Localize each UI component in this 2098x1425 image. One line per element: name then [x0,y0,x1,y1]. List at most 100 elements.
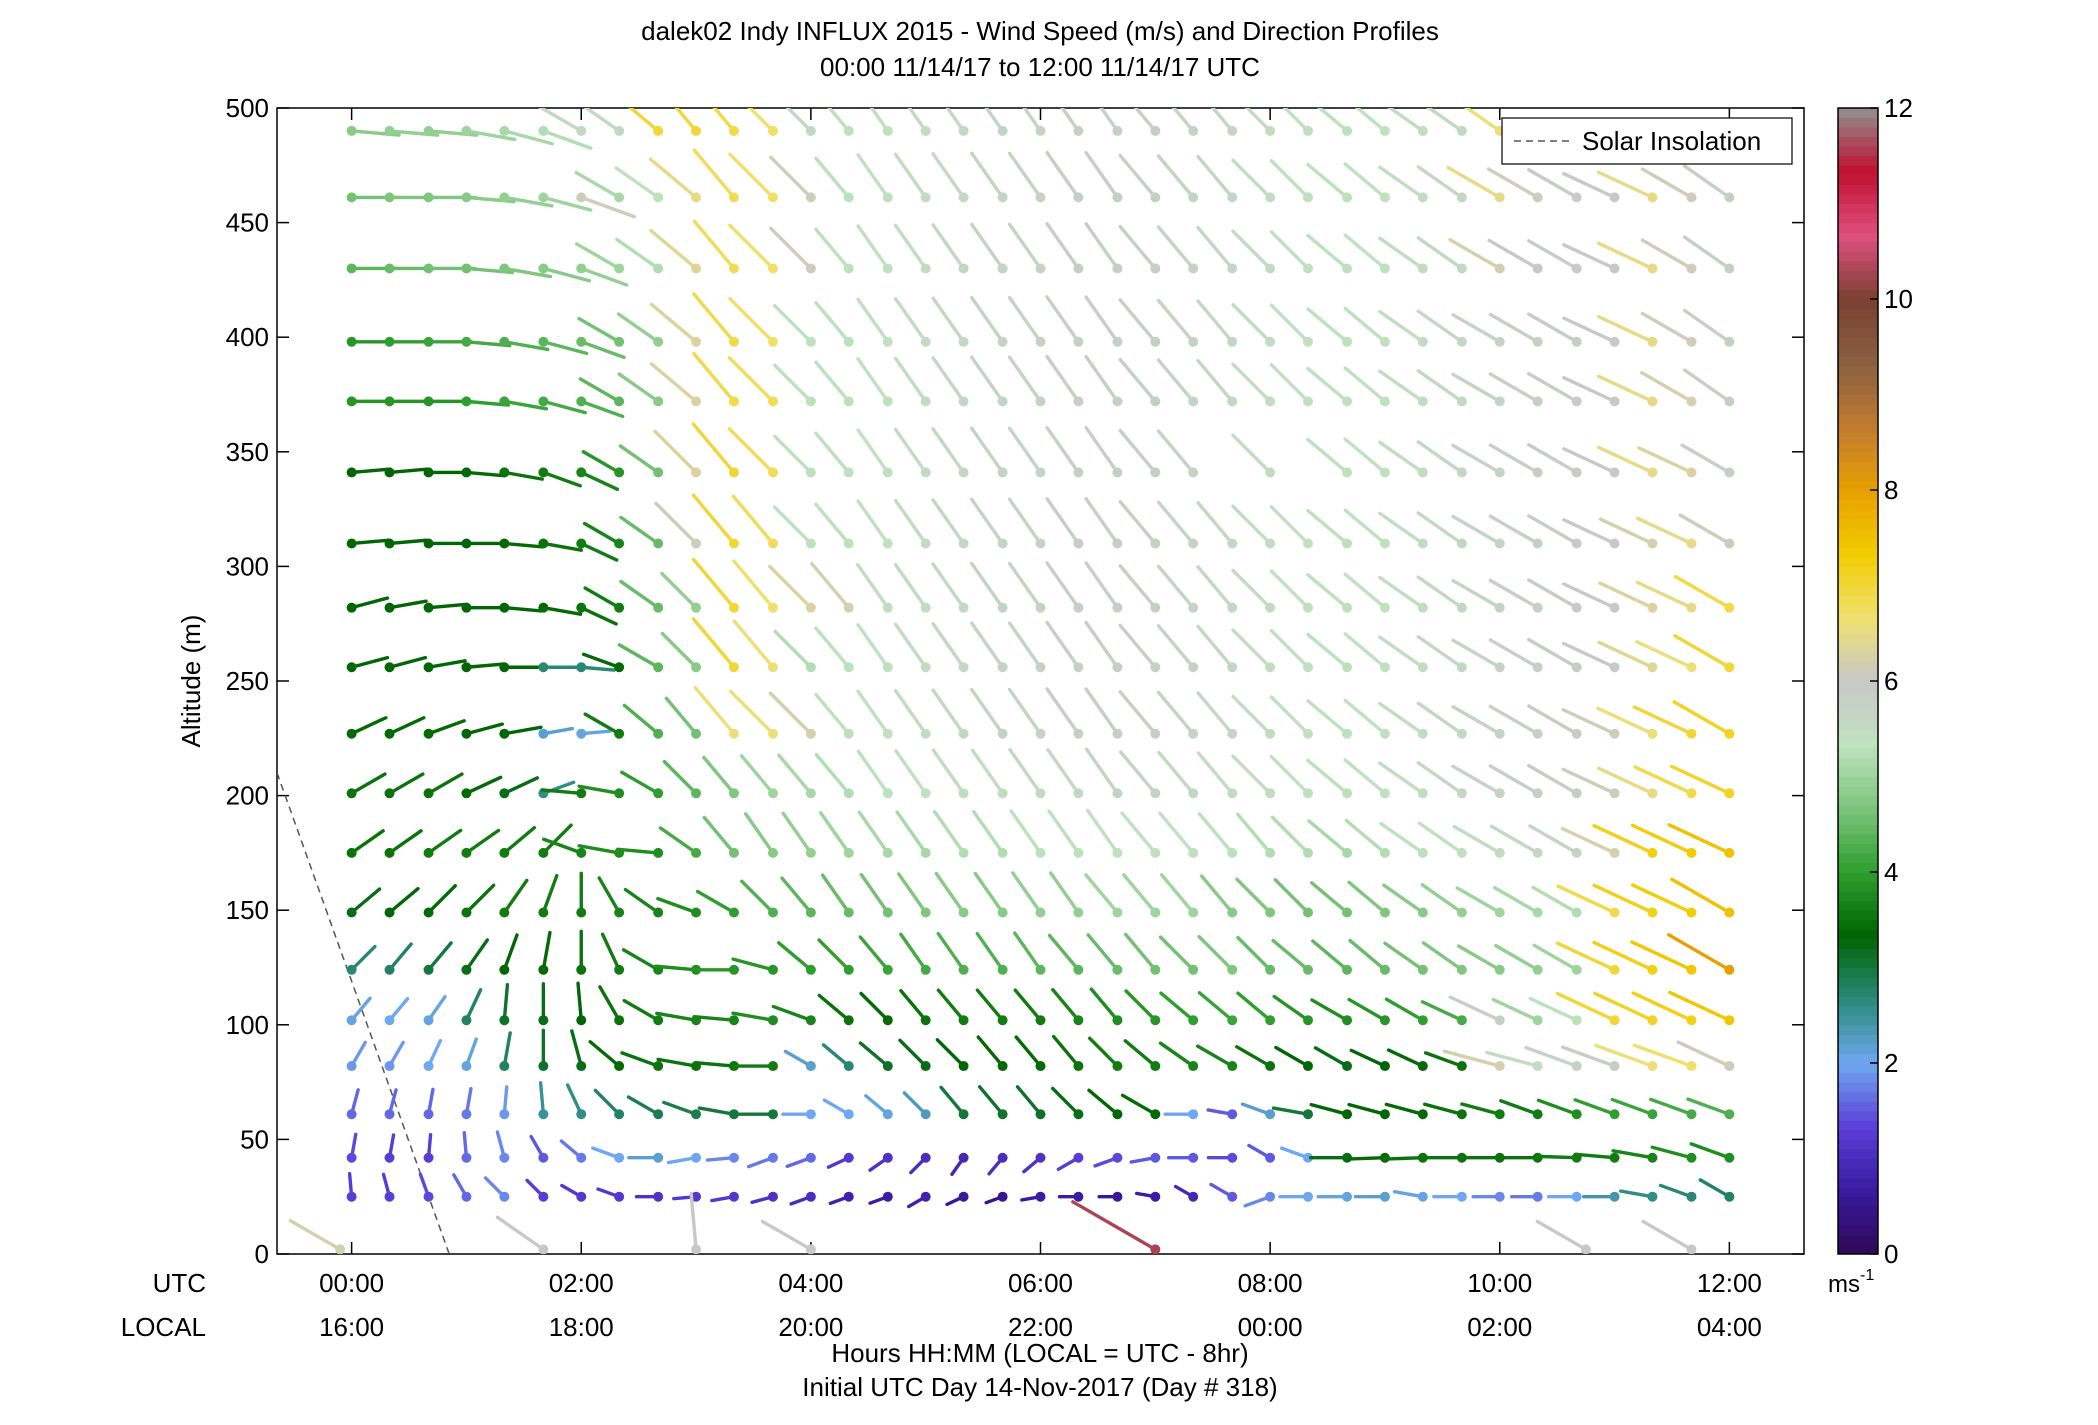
colorbar-segment [1838,795,1878,806]
wind-barb-dot [1494,1191,1505,1202]
wind-barb-shaft [1046,748,1081,796]
wind-barb-dot [614,1109,625,1120]
wind-barb-dot [920,1109,931,1120]
wind-barb-dot [882,125,893,136]
colorbar-segment [1838,814,1878,825]
wind-barb-dot [1379,263,1390,274]
wind-barb-dot [1188,263,1199,274]
wind-barb-dot [1609,538,1620,549]
wind-barb-dot [499,662,510,673]
colorbar-segment [1838,422,1878,434]
wind-barb-dot [1112,1061,1123,1072]
colorbar-segment [1838,651,1878,663]
wind-barb-shaft [1156,429,1195,475]
colorbar-segment [1838,1243,1878,1255]
legend: Solar Insolation [1501,117,1793,165]
wind-barb-dot [997,788,1008,799]
wind-barb-dot [499,192,510,203]
wind-barb-shaft [1306,508,1349,546]
wind-barb-shaft [1272,994,1310,1022]
wind-barb-shaft [692,1015,736,1022]
wind-barb-shaft [648,157,698,200]
wind-barb-dot [1686,336,1697,347]
wind-barb-dot [920,263,931,274]
colorbar-segment [1838,718,1878,730]
wind-barb-shaft [1488,312,1540,344]
wind-barb-shaft [1013,931,1043,972]
wind-barb-shaft [1244,108,1272,133]
wind-barb-shaft [1527,704,1579,736]
wind-barb-dot [1532,662,1543,673]
wind-barb-shaft [869,108,890,133]
colorbar-segment [1838,680,1878,692]
wind-barb-dot [920,1015,931,1026]
wind-barb-shaft [931,621,966,669]
wind-barb-dot [1609,662,1620,673]
colorbar-segment [1838,546,1878,558]
wind-barb-shaft [579,340,626,360]
wind-barb-shaft [1197,991,1234,1022]
wind-barb-dot [1417,192,1428,203]
wind-barb-shaft [969,426,1005,475]
wind-barb-shaft [1378,309,1425,344]
wind-barb-dot [958,1061,969,1072]
wind-barb-dot [805,1191,816,1202]
wind-barb-shaft [541,823,573,855]
wind-barb-shaft [1084,354,1120,404]
wind-barb-shaft [1387,108,1425,133]
wind-barb-dot [1609,1152,1620,1163]
wind-barb-shaft [542,837,583,855]
wind-barb-shaft [541,195,593,212]
wind-barb-dot [1112,788,1123,799]
wind-barb-shaft [689,1191,698,1252]
wind-barb-shaft [907,108,928,133]
wind-barb-dot [538,1061,549,1072]
wind-barb-shaft [1596,170,1655,200]
wind-barb-dot [384,1191,395,1202]
wind-barb-dot [1609,1191,1620,1202]
wind-barb-dot [614,728,625,739]
wind-barb-dot [1379,125,1390,136]
wind-barb-shaft [1156,154,1195,200]
wind-barb-shaft [1560,826,1617,855]
wind-barb-dot [1686,728,1697,739]
wind-barb-dot [882,728,893,739]
wind-barb-dot [882,396,893,407]
wind-barb-dot [1035,602,1046,613]
wind-barb-shaft [1488,638,1540,669]
wind-barb-dot [384,1109,395,1120]
wind-barb-shaft [969,355,1005,404]
wind-barb-shaft [692,219,736,271]
wind-barb-shaft [1196,565,1234,610]
wind-barb-shaft [349,829,385,855]
wind-barb-dot [805,1152,816,1163]
wind-barb-dot [1379,662,1390,673]
wind-barb-shaft [1269,230,1310,271]
wind-barb-dot [728,263,739,274]
wind-barb-shaft [1416,440,1464,475]
wind-barb-dot [1686,1061,1697,1072]
wind-barb-dot [1417,662,1428,673]
wind-barb-dot [538,1109,549,1120]
wind-barb-dot [1571,728,1582,739]
wind-barb-shaft [893,498,928,546]
wind-barb-shaft [1451,764,1502,796]
wind-barb-dot [423,728,434,739]
wind-barb-dot [1265,602,1276,613]
wind-barb-shaft [1527,637,1579,669]
wind-barb-dot [1647,907,1658,918]
wind-barb-dot [346,1015,357,1026]
colorbar-segment [1838,451,1878,462]
wind-barb-dot [1724,1191,1735,1202]
wind-barb-shaft [814,692,851,736]
wind-barb-dot [384,263,395,274]
wind-barb-dot [1188,728,1199,739]
wind-barb-shaft [583,586,621,610]
wind-barb-dot [1073,396,1084,407]
wind-barb-dot [1532,907,1543,918]
wind-barb-shaft [931,498,966,546]
wind-barb-dot [728,964,739,975]
wind-barb-shaft [579,195,637,219]
wind-barb-dot [1686,602,1697,613]
wind-barb-shaft [1231,362,1272,404]
